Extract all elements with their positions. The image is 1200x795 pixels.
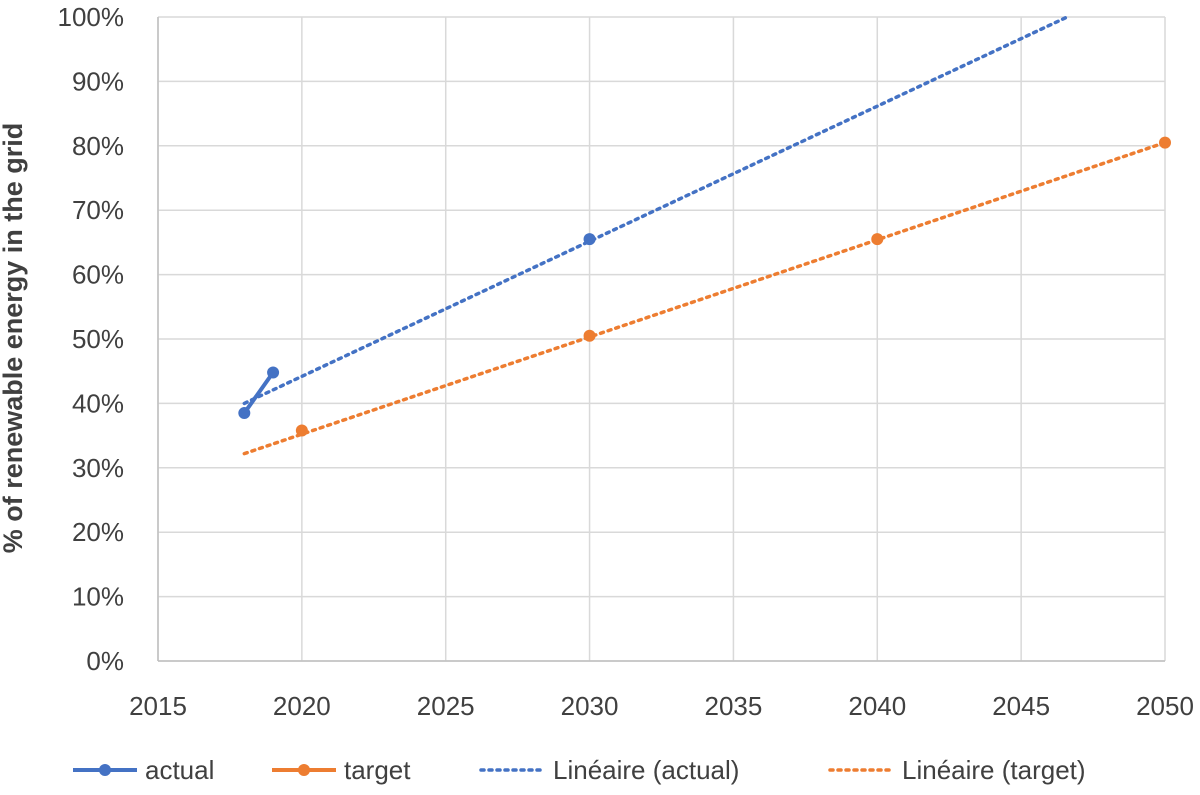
legend-item-3: Linéaire (actual) xyxy=(479,755,739,785)
legend: actual target Linéaire (actual) Linéaire (t… xyxy=(73,755,1086,785)
y-tick-label: 20% xyxy=(72,517,124,547)
data-point-target xyxy=(583,329,596,342)
data-point-actual xyxy=(238,407,251,420)
y-axis-label: % of renewable energy in the grid xyxy=(0,123,28,554)
data-point-target xyxy=(871,233,884,246)
y-tick-label: 80% xyxy=(72,131,124,161)
legend-item-4: Linéaire (target) xyxy=(828,755,1086,785)
x-tick-label: 2050 xyxy=(1136,691,1194,721)
legend-marker xyxy=(99,764,111,776)
trendlines xyxy=(242,15,1167,456)
y-tick-label: 40% xyxy=(72,388,124,418)
trendline-target xyxy=(242,140,1167,456)
x-tick-label: 2040 xyxy=(848,691,906,721)
y-tick-label: 10% xyxy=(72,582,124,612)
y-tick-label: 0% xyxy=(86,646,124,676)
series xyxy=(238,136,1171,437)
legend-label: Linéaire (actual) xyxy=(553,755,739,785)
legend-marker xyxy=(298,764,310,776)
x-tick-label: 2030 xyxy=(561,691,619,721)
gridlines xyxy=(157,16,1166,662)
y-tick-label: 100% xyxy=(58,2,125,32)
legend-item-1: actual xyxy=(73,755,214,785)
data-point-target xyxy=(295,424,308,437)
y-tick-label: 50% xyxy=(72,324,124,354)
series-line-actual xyxy=(242,371,275,415)
y-tick-label: 70% xyxy=(72,195,124,225)
axes: 0% 10% 20% 30% 40% 50% 60% 70% 80% 90% 100% 2015 202… xyxy=(58,2,1194,721)
x-tick-label: 2035 xyxy=(705,691,763,721)
data-point-actual xyxy=(267,366,280,379)
y-tick-label: 30% xyxy=(72,453,124,483)
legend-label: Linéaire (target) xyxy=(902,755,1086,785)
x-tick-label: 2025 xyxy=(417,691,475,721)
y-tick-label: 90% xyxy=(72,66,124,96)
x-tick-label: 2015 xyxy=(129,691,187,721)
x-tick-label: 2020 xyxy=(273,691,331,721)
trendline-actual xyxy=(242,15,1069,406)
legend-label: target xyxy=(344,755,411,785)
data-point-target xyxy=(1159,136,1171,149)
legend-item-2: target xyxy=(272,755,411,785)
trendline-point-actual xyxy=(583,233,596,246)
x-tick-label: 2045 xyxy=(992,691,1050,721)
legend-label: actual xyxy=(145,755,214,785)
y-tick-label: 60% xyxy=(72,260,124,290)
